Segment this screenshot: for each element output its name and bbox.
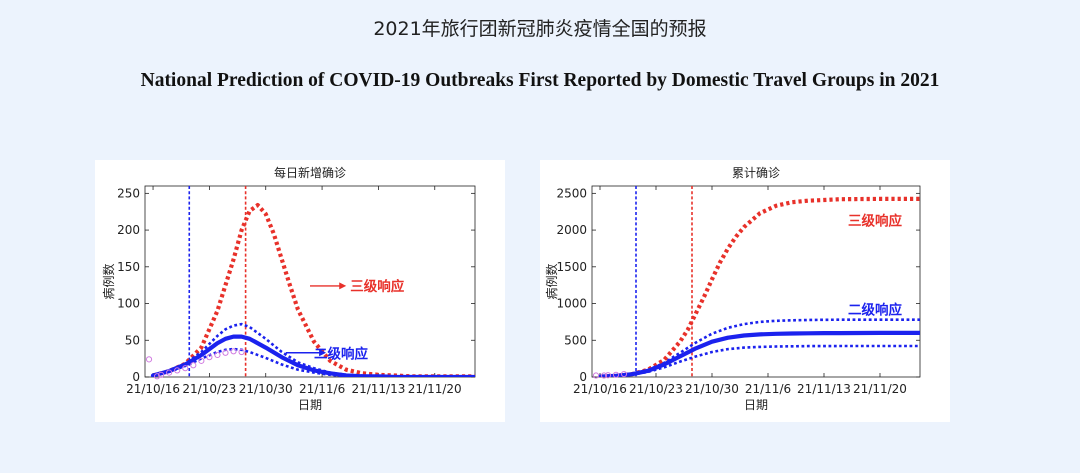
observed-data-point [153, 373, 161, 380]
observed-data-point [182, 365, 189, 372]
observed-data-point [214, 351, 221, 359]
y-tick-label: 0 [132, 370, 140, 384]
x-tick-label: 21/10/30 [685, 382, 739, 396]
cumulative-cases-chart: 累计确诊 0 500 1000 1500 2000 2500 21/10/16 21/10/23… [544, 166, 921, 412]
observed-data-point [592, 372, 600, 379]
plot-frame [144, 185, 476, 378]
x-tick-label: 21/11/20 [408, 382, 462, 396]
x-tick-label: 21/10/16 [126, 382, 180, 396]
annotation-label: 三级响应 [848, 213, 902, 230]
page-title-english: National Prediction of COVID-19 Outbreak… [140, 70, 940, 91]
x-axis-label: 日期 [298, 398, 322, 412]
x-tick-label: 21/11/6 [299, 382, 345, 396]
cumulative-cases-panel: 累计确诊 0 500 1000 1500 2000 2500 21/10/16 21/10/23… [540, 160, 950, 422]
y-axis-label: 病例数 [544, 263, 559, 299]
y-tick-label: 250 [117, 186, 140, 200]
plot-data-layer [597, 186, 920, 377]
y-tick-label: 1000 [556, 297, 587, 311]
observed-data-point [600, 372, 608, 379]
y-tick-label: 200 [117, 223, 140, 237]
page-title-chinese: 2021年旅行团新冠肺炎疫情全国的预报 [373, 18, 707, 40]
observed-data-point [198, 357, 205, 364]
y-tick-label: 0 [579, 370, 587, 384]
y-tick-label: 100 [117, 297, 140, 311]
series-line-二级响应 [150, 334, 475, 377]
annotation-arrow-head [319, 349, 327, 357]
x-tick-label: 21/11/13 [351, 382, 405, 396]
y-tick-label: 1500 [556, 260, 587, 274]
daily-new-cases-panel: 每日新增确诊 0 50 100 150 200 250 21/10/16 21/10/23 21/… [95, 160, 505, 422]
chart-title: 每日新增确诊 [274, 165, 346, 180]
x-tick-label: 21/11/13 [797, 382, 851, 396]
annotation-label: 二级响应 [314, 345, 368, 362]
y-axis-label: 病例数 [101, 263, 116, 299]
x-tick-label: 21/10/23 [182, 382, 236, 396]
y-tick-label: 2000 [556, 223, 587, 237]
observed-data-point [157, 371, 165, 378]
y-tick-label: 150 [117, 260, 140, 274]
x-tick-label: 21/11/20 [853, 382, 907, 396]
observed-data-point [166, 369, 173, 376]
observed-data-point [174, 367, 181, 374]
chart-title: 累计确诊 [732, 166, 780, 180]
x-axis-label: 日期 [744, 398, 768, 412]
x-tick-label: 21/11/6 [745, 382, 791, 396]
y-tick-label: 500 [564, 333, 587, 347]
observed-data-point [206, 354, 213, 361]
observed-data-point [612, 371, 620, 378]
observed-data-point [604, 372, 612, 379]
annotation-arrow-head [339, 282, 347, 290]
series-line-二级响应下限 [152, 347, 475, 377]
annotation-label: 三级响应 [350, 278, 404, 295]
observed-data-point [145, 356, 153, 363]
observed-data-point [190, 362, 197, 369]
annotation-label: 二级响应 [848, 301, 902, 318]
x-tick-label: 21/10/30 [239, 382, 293, 396]
y-tick-label: 2500 [556, 186, 587, 200]
x-tick-label: 21/10/23 [629, 382, 683, 396]
observed-data-point [222, 349, 229, 356]
series-line-三级响应 [599, 196, 920, 377]
observed-data-point [230, 348, 237, 355]
y-tick-label: 50 [125, 333, 140, 347]
x-tick-label: 21/10/16 [573, 382, 627, 396]
plot-data-layer [150, 186, 475, 377]
observed-data-point [238, 348, 245, 356]
series-line-二级响应下限 [599, 344, 920, 377]
observed-data-point [620, 370, 628, 378]
